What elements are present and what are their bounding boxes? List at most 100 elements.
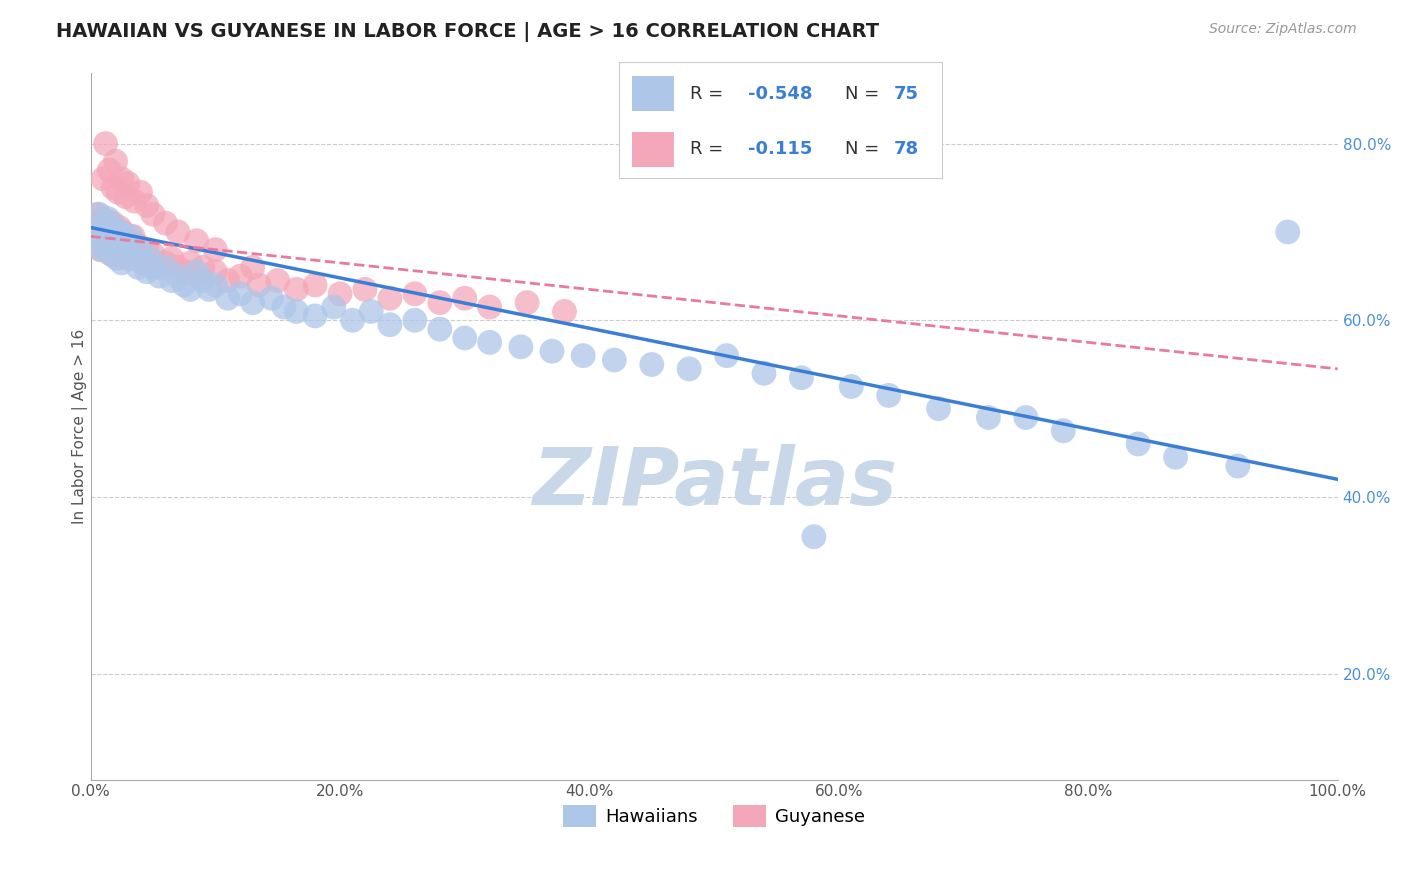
Point [478, 300, 501, 314]
Point [191, 274, 214, 288]
Point [142, 260, 165, 275]
Point [98, 234, 121, 248]
Point [329, 286, 352, 301]
Point [142, 207, 165, 221]
Point [112, 225, 135, 239]
Point [217, 274, 239, 288]
Point [98, 225, 121, 239]
Point [1052, 424, 1074, 438]
Point [94, 136, 117, 151]
Point [803, 530, 825, 544]
Point [641, 358, 664, 372]
Point [186, 234, 208, 248]
Point [111, 243, 134, 257]
Point [304, 277, 326, 292]
Point [90, 243, 112, 257]
Point [148, 269, 170, 284]
Point [111, 256, 134, 270]
Point [155, 260, 177, 275]
Point [160, 274, 183, 288]
Point [96, 220, 118, 235]
Point [105, 234, 128, 248]
Point [135, 198, 157, 212]
Point [108, 220, 131, 235]
Point [129, 247, 152, 261]
Point [142, 247, 165, 261]
Point [977, 410, 1000, 425]
Point [127, 238, 149, 252]
Point [304, 309, 326, 323]
Text: R =: R = [690, 140, 728, 159]
Point [173, 265, 195, 279]
Point [378, 291, 401, 305]
Point [285, 282, 308, 296]
Point [117, 234, 139, 248]
Text: Source: ZipAtlas.com: Source: ZipAtlas.com [1209, 22, 1357, 37]
Point [122, 229, 145, 244]
Point [342, 313, 364, 327]
Point [198, 282, 221, 296]
Point [127, 260, 149, 275]
Point [378, 318, 401, 332]
Point [120, 243, 142, 257]
FancyBboxPatch shape [631, 132, 673, 167]
Text: 75: 75 [894, 85, 918, 103]
Point [117, 177, 139, 191]
Point [242, 260, 264, 275]
Point [101, 181, 124, 195]
Point [186, 269, 208, 284]
Point [135, 243, 157, 257]
Point [91, 216, 114, 230]
Point [285, 304, 308, 318]
Y-axis label: In Labor Force | Age > 16: In Labor Force | Age > 16 [72, 328, 87, 524]
Point [204, 265, 226, 279]
Point [96, 243, 118, 257]
Point [404, 286, 426, 301]
Point [105, 252, 128, 266]
Point [191, 260, 214, 275]
Point [129, 243, 152, 257]
Point [553, 304, 575, 318]
Point [160, 252, 183, 266]
Point [360, 304, 382, 318]
Point [155, 256, 177, 270]
Text: ZIPatlas: ZIPatlas [531, 444, 897, 522]
Point [139, 252, 162, 266]
Point [1015, 410, 1038, 425]
Point [260, 291, 283, 305]
Point [107, 229, 129, 244]
Point [752, 366, 775, 380]
Point [101, 229, 124, 244]
Point [273, 300, 295, 314]
Point [266, 274, 288, 288]
Point [229, 286, 252, 301]
Point [86, 234, 108, 248]
Point [132, 256, 155, 270]
Point [928, 401, 950, 416]
Point [155, 216, 177, 230]
Point [454, 331, 477, 345]
Point [117, 238, 139, 252]
Point [139, 252, 162, 266]
Point [94, 220, 117, 235]
Point [108, 243, 131, 257]
Point [1277, 225, 1299, 239]
Point [104, 225, 127, 239]
Point [90, 243, 112, 257]
Point [100, 247, 122, 261]
Point [478, 335, 501, 350]
Point [90, 225, 112, 239]
Text: -0.548: -0.548 [748, 85, 813, 103]
Point [129, 185, 152, 199]
Point [167, 225, 190, 239]
Text: HAWAIIAN VS GUYANESE IN LABOR FORCE | AGE > 16 CORRELATION CHART: HAWAIIAN VS GUYANESE IN LABOR FORCE | AG… [56, 22, 879, 42]
Point [89, 216, 111, 230]
Point [97, 234, 120, 248]
Point [89, 207, 111, 221]
Point [104, 220, 127, 235]
Point [132, 256, 155, 270]
Point [877, 388, 900, 402]
Point [167, 269, 190, 284]
Point [454, 291, 477, 305]
Point [678, 362, 700, 376]
